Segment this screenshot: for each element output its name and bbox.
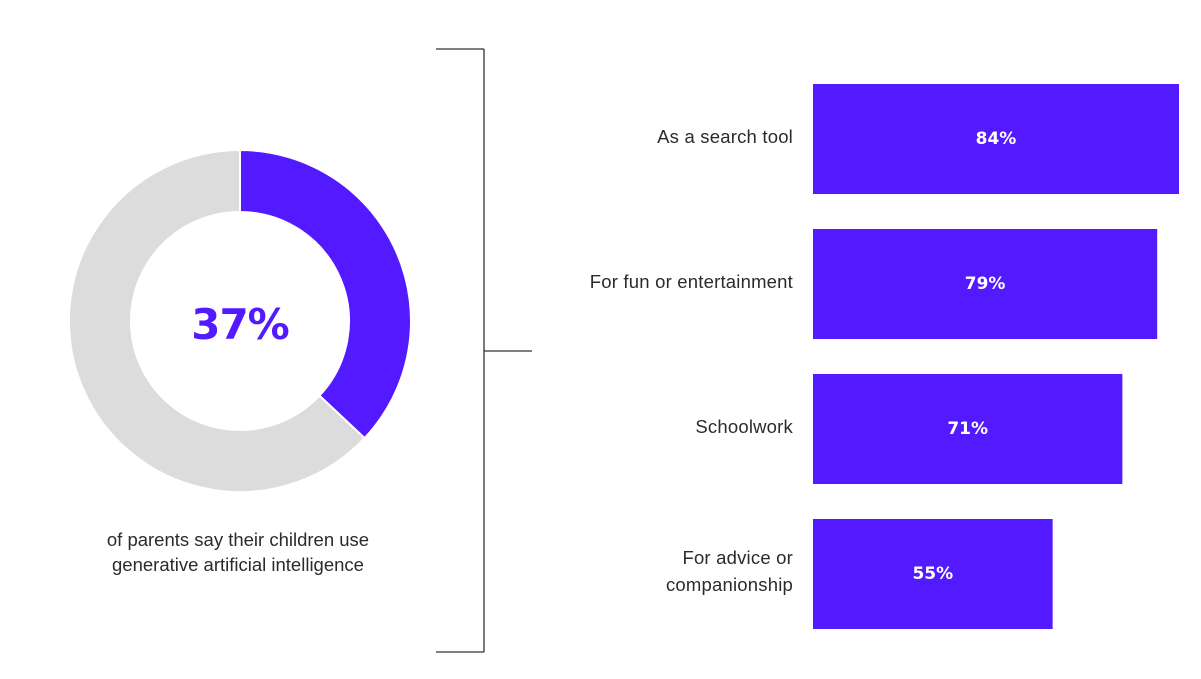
category-label-line: Schoolwork (695, 415, 793, 437)
donut-slice-remainder (68, 148, 367, 493)
category-label-line: companionship (665, 574, 793, 595)
category-label-line: For fun or entertainment (589, 270, 793, 292)
bar-data-label: 84% (975, 129, 1017, 149)
category-label-line: As a search tool (657, 125, 793, 147)
bar-data-label: 71% (947, 419, 989, 439)
donut-caption-line: generative artificial intelligence (112, 554, 364, 575)
donut-caption-line: of parents say their children use (106, 529, 370, 550)
category-label: For advice or companionship (473, 544, 793, 598)
donut-caption: of parents say their children use genera… (60, 527, 416, 577)
bar-data-label: 79% (964, 274, 1006, 294)
category-label: As a search tool (473, 123, 793, 150)
bracket-connector (436, 48, 532, 653)
bar (813, 519, 1053, 629)
bar (813, 84, 1179, 194)
bar (813, 229, 1158, 339)
donut-slice-highlight (239, 148, 413, 440)
bar-data-label: 55% (912, 564, 954, 584)
category-label: For fun or entertainment (473, 268, 793, 295)
bar (813, 374, 1123, 484)
bar-chart (813, 84, 1179, 629)
donut-center-value: 37% (191, 300, 290, 349)
donut-chart (68, 148, 413, 493)
category-label-line: For advice or (682, 547, 793, 568)
category-label: Schoolwork (473, 413, 793, 440)
